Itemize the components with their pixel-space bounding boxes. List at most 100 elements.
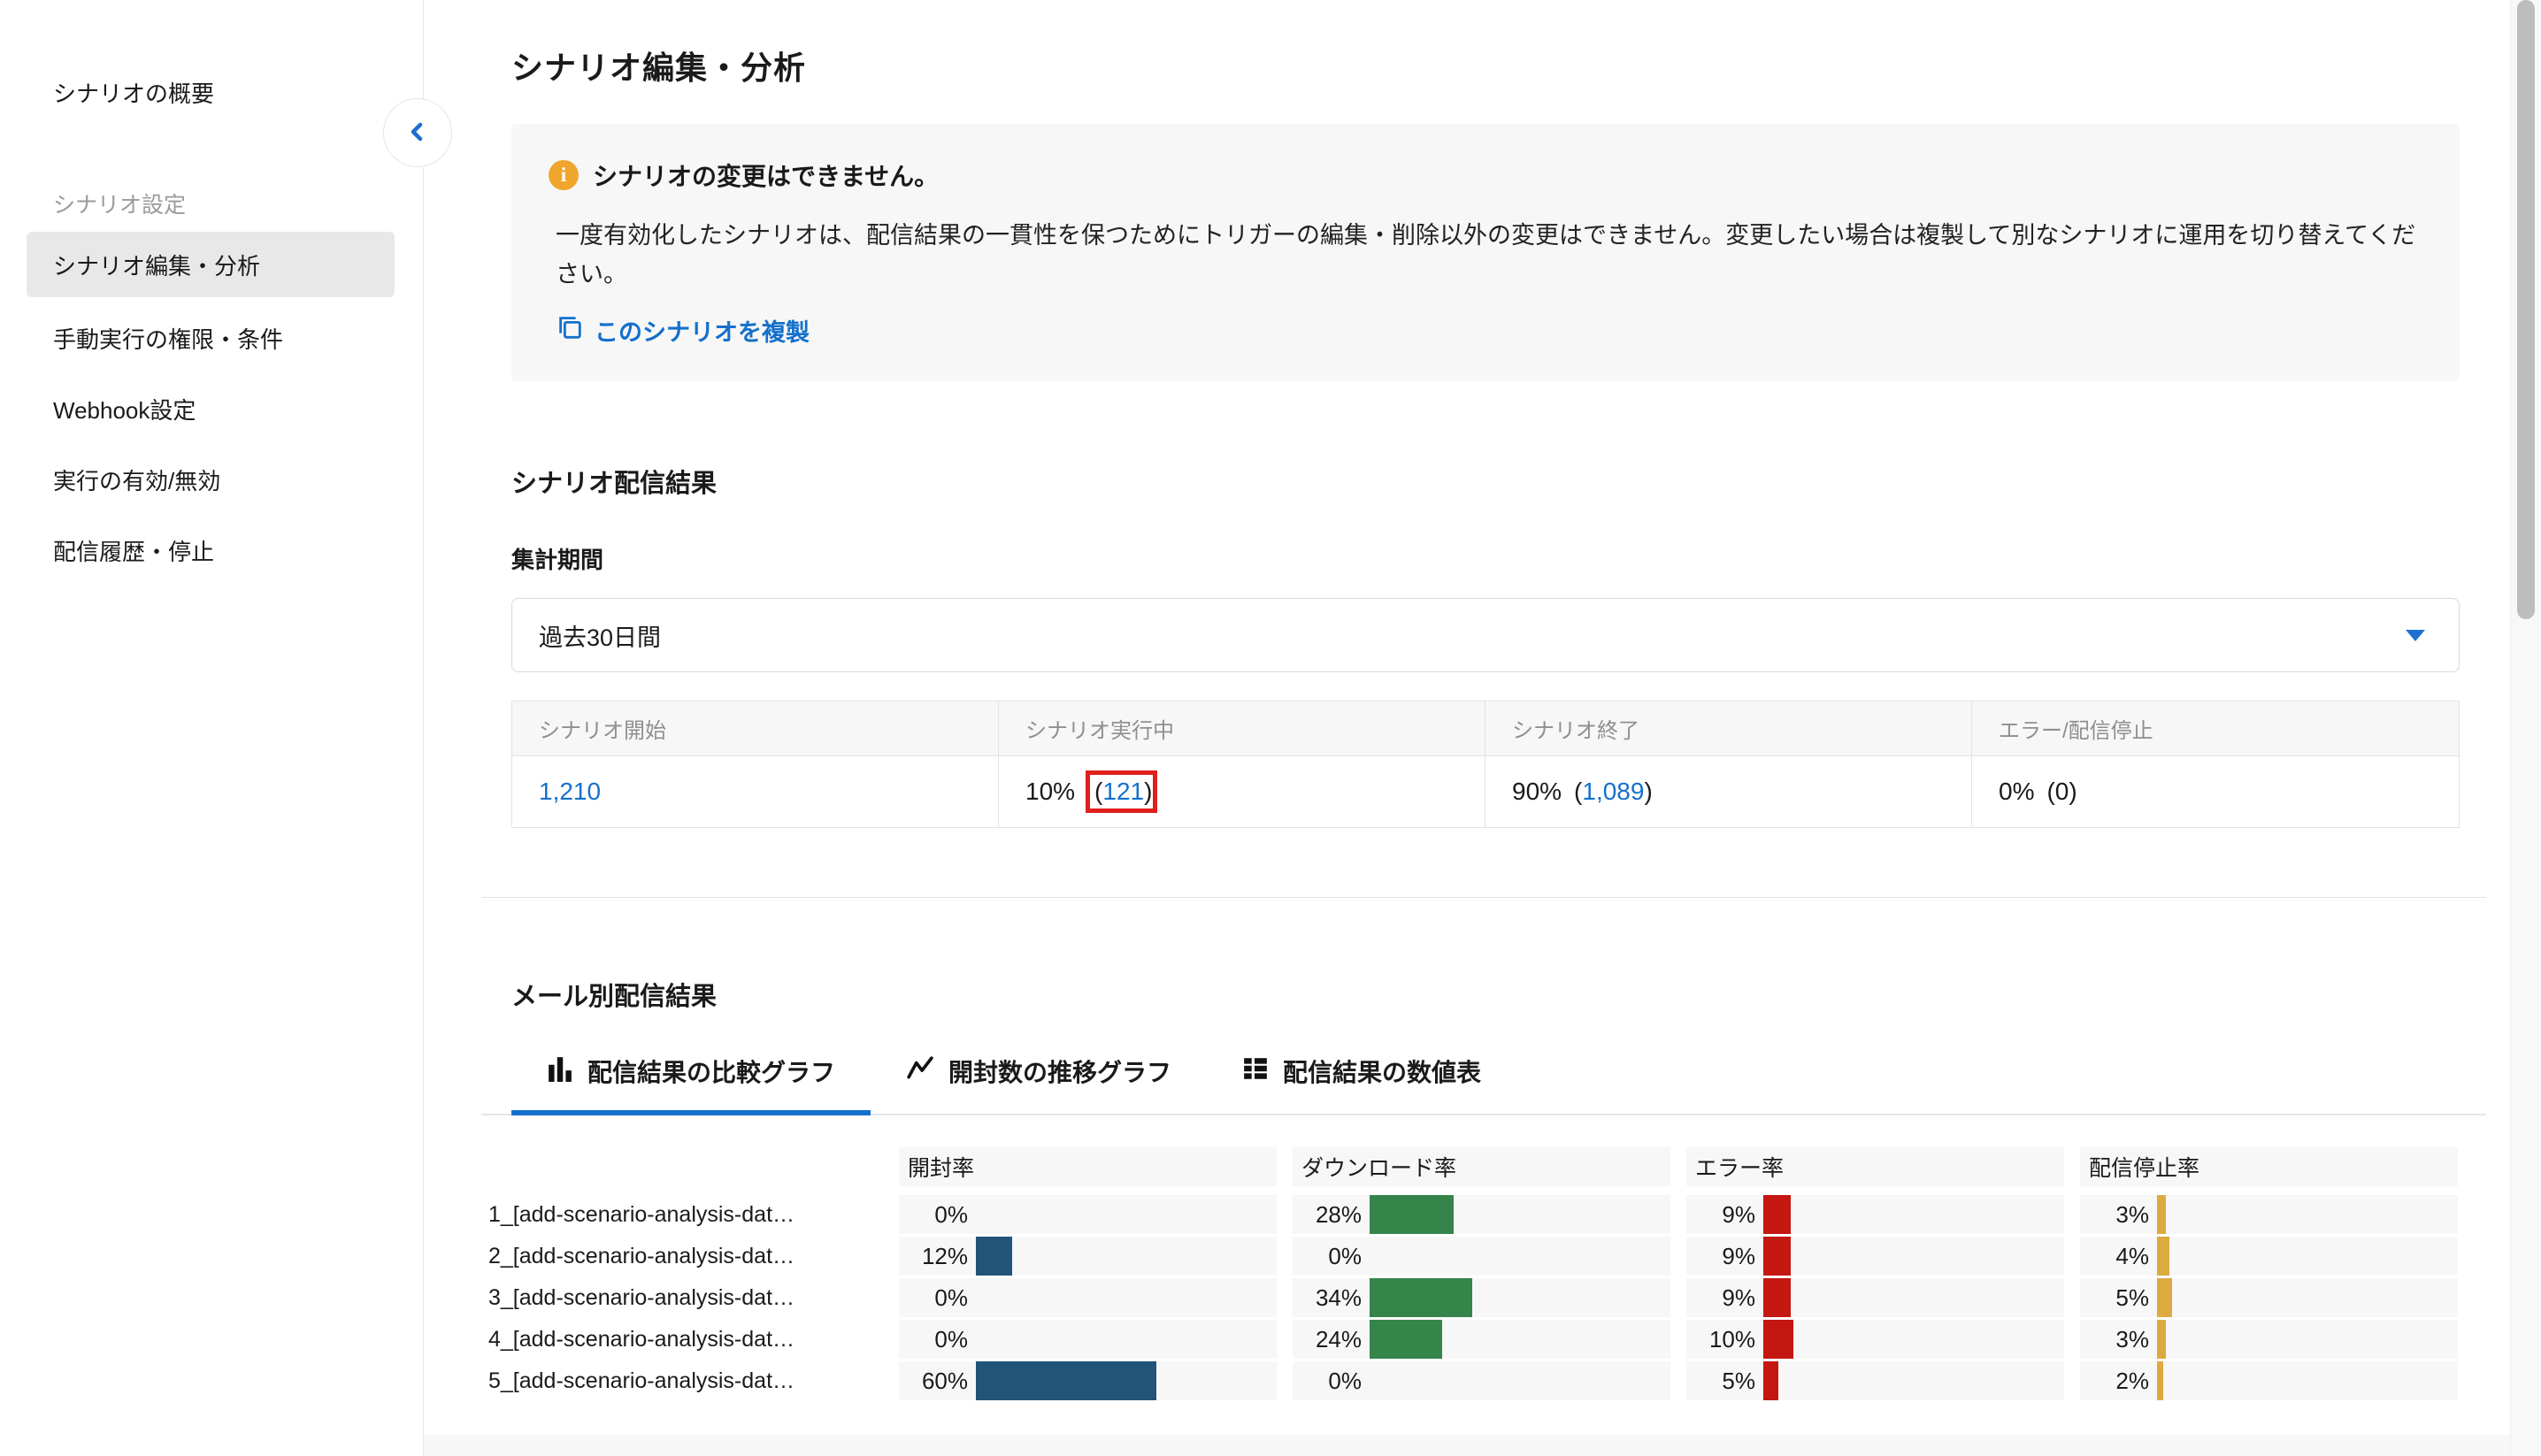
bar (1763, 1195, 1791, 1234)
bar (2157, 1278, 2172, 1317)
section-divider (481, 897, 2486, 898)
bar-value-label: 2% (2115, 1367, 2149, 1394)
bar (1370, 1320, 1442, 1359)
bar-value-label: 10% (1708, 1325, 1755, 1353)
summary-cell-error: 0% (0) (1972, 756, 2459, 827)
chart-track: 9% (1686, 1195, 2064, 1234)
chart-category-label: 2_[add-scenario-analysis-dat… (488, 1243, 795, 1268)
bar (976, 1237, 1012, 1276)
aggregation-period-label: 集計期間 (511, 547, 604, 573)
bar-value-label: 0% (934, 1325, 968, 1353)
bar-value-label: 9% (1722, 1242, 1755, 1269)
main-content: シナリオ編集・分析 i シナリオの変更はできません。 一度有効化したシナリオは、… (424, 0, 2510, 1435)
chart-track: 5% (2080, 1278, 2458, 1317)
running-count-link[interactable]: 121 (1102, 778, 1145, 805)
vertical-scrollbar[interactable] (2510, 0, 2541, 1456)
chart-track: 10% (1686, 1320, 2064, 1359)
sidebar-item-exec-enable-disable[interactable]: 実行の有効/無効 (0, 444, 423, 515)
scenario-results-heading: シナリオ配信結果 (511, 470, 718, 498)
chart-track: 24% (1293, 1320, 1670, 1359)
bar (2157, 1320, 2167, 1359)
error-count: (0) (2046, 778, 2077, 805)
bar (2157, 1361, 2163, 1400)
chart-column-error-rate: エラー率 9% 9% 9% 10% 5% (1686, 1147, 2064, 1403)
summary-col-header-error: エラー/配信停止 (1972, 701, 2459, 756)
bar-value-label: 3% (2115, 1325, 2149, 1353)
bar-value-label: 0% (934, 1200, 968, 1228)
scenario-summary-table: シナリオ開始 シナリオ実行中 シナリオ終了 エラー/配信停止 1,210 10%… (511, 701, 2460, 828)
sidebar-collapse-button[interactable] (383, 98, 452, 167)
mail-results-tabs: 配信結果の比較グラフ 開封数の推移グラフ 配信結 (481, 1054, 2486, 1115)
period-select[interactable]: 過去30日間 (511, 598, 2460, 672)
chart-track: 0% (899, 1320, 1277, 1359)
bar (2157, 1195, 2167, 1234)
page-background-strip (424, 1435, 2510, 1456)
bar-value-label: 0% (1328, 1367, 1362, 1394)
started-count-link[interactable]: 1,210 (539, 778, 602, 805)
duplicate-scenario-link[interactable]: このシナリオを複製 (556, 313, 810, 348)
chart-series-header: エラー率 (1686, 1147, 2064, 1186)
bar-value-label: 28% (1315, 1200, 1362, 1228)
sidebar-item-label: 手動実行の権限・条件 (53, 326, 284, 353)
tab-open-trend-graph[interactable]: 開封数の推移グラフ (871, 1054, 1207, 1115)
chart-track: 9% (1686, 1278, 2064, 1317)
chart-track: 3% (2080, 1320, 2458, 1359)
chart-track: 28% (1293, 1195, 1670, 1234)
sidebar-item-scenario-overview[interactable]: シナリオの概要 (53, 80, 215, 107)
tab-label: 配信結果の数値表 (1283, 1059, 1482, 1086)
bar (1763, 1320, 1793, 1359)
sidebar-item-label: 配信履歴・停止 (53, 538, 215, 565)
sidebar-section-label: シナリオ設定 (53, 193, 187, 218)
running-pct: 10% (1025, 778, 1076, 805)
mail-results-heading: メール別配信結果 (511, 983, 718, 1011)
page-title: シナリオ編集・分析 (511, 50, 807, 86)
chart-column-open-rate: 開封率 0% 12% 0% 0% 60% (899, 1147, 1277, 1403)
chart-category-column: 1_[add-scenario-analysis-dat… 2_[add-sce… (488, 1147, 883, 1403)
chart-category-label: 4_[add-scenario-analysis-dat… (488, 1326, 795, 1352)
sidebar-item-scenario-edit-analysis[interactable]: シナリオ編集・分析 (27, 232, 395, 297)
chart-category-label: 1_[add-scenario-analysis-dat… (488, 1201, 795, 1227)
period-select-value: 過去30日間 (539, 624, 662, 651)
bar-value-label: 0% (934, 1284, 968, 1311)
sidebar-item-delivery-history-stop[interactable]: 配信履歴・停止 (0, 515, 423, 586)
chart-track: 5% (1686, 1361, 2064, 1400)
sidebar-item-manual-exec-permissions[interactable]: 手動実行の権限・条件 (0, 303, 423, 373)
sidebar-item-webhook-settings[interactable]: Webhook設定 (0, 373, 423, 444)
duplicate-scenario-label: このシナリオを複製 (595, 319, 810, 346)
chart-track: 0% (899, 1278, 1277, 1317)
ended-pct: 90% (1512, 778, 1562, 805)
bar (1370, 1278, 1472, 1317)
comparison-chart: 1_[add-scenario-analysis-dat… 2_[add-sce… (488, 1147, 2460, 1403)
paren-open: ( (1574, 778, 1583, 805)
bar-value-label: 5% (1722, 1367, 1755, 1394)
bar-value-label: 60% (921, 1367, 968, 1394)
bar-value-label: 24% (1315, 1325, 1362, 1353)
chart-category-label: 3_[add-scenario-analysis-dat… (488, 1284, 795, 1310)
notice-body: 一度有効化したシナリオは、配信結果の一貫性を保つためにトリガーの編集・削除以外の… (556, 222, 2416, 287)
chart-track: 9% (1686, 1237, 2064, 1276)
bar-value-label: 0% (1328, 1242, 1362, 1269)
tab-comparison-graph[interactable]: 配信結果の比較グラフ (511, 1054, 871, 1115)
chart-track: 3% (2080, 1195, 2458, 1234)
bar-value-label: 9% (1722, 1284, 1755, 1311)
chart-track: 12% (899, 1237, 1277, 1276)
bar (2157, 1237, 2169, 1276)
sidebar-item-label: シナリオ編集・分析 (53, 252, 261, 280)
notice-title: シナリオの変更はできません。 (593, 163, 940, 190)
tab-results-table[interactable]: 配信結果の数値表 (1207, 1054, 1516, 1115)
bar-value-label: 34% (1315, 1284, 1362, 1311)
error-pct: 0% (1999, 778, 2035, 805)
bar-chart-icon (547, 1055, 573, 1088)
sidebar-item-label: Webhook設定 (53, 396, 196, 424)
highlight-box: ( 121 ) (1086, 770, 1158, 813)
chart-track: 2% (2080, 1361, 2458, 1400)
bar (976, 1361, 1156, 1400)
ended-count-link[interactable]: 1,089 (1582, 778, 1645, 805)
sidebar-menu: シナリオ編集・分析 手動実行の権限・条件 Webhook設定 実行の有効/無効 … (0, 232, 423, 586)
summary-col-header-running: シナリオ実行中 (999, 701, 1485, 756)
copy-icon (556, 313, 584, 348)
info-icon: i (549, 160, 579, 190)
bar-value-label: 12% (921, 1242, 968, 1269)
scrollbar-thumb[interactable] (2517, 0, 2535, 619)
sidebar-item-label: 実行の有効/無効 (53, 467, 221, 494)
